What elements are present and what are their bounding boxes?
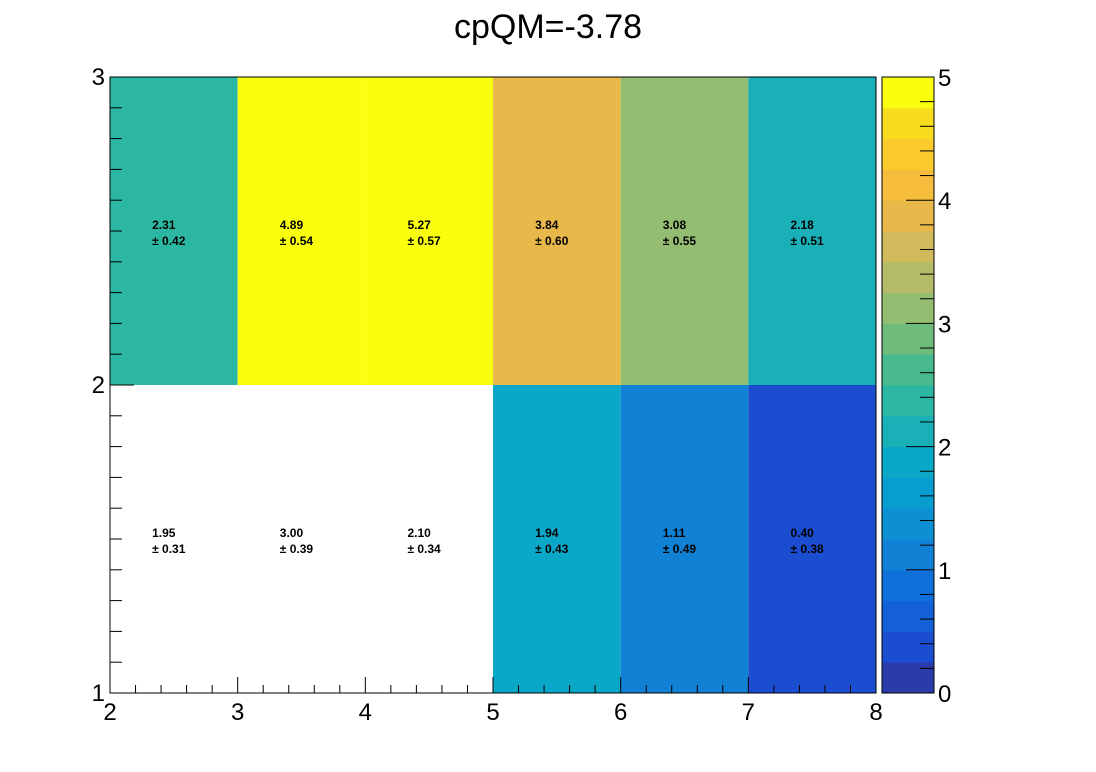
y-tick-label: 1	[92, 680, 105, 707]
y-tick-label: 2	[92, 372, 105, 399]
colorbar-band	[882, 77, 934, 109]
cell-error-label: ± 0.51	[790, 234, 824, 248]
y-axis: 1 2 3	[92, 64, 134, 707]
colorbar-band	[882, 354, 934, 386]
y-tick-label: 3	[92, 64, 105, 91]
cell-error-label: ± 0.34	[407, 542, 441, 556]
colorbar-band	[882, 169, 934, 201]
cell-value-label: 3.08	[663, 218, 687, 232]
cell-value-label: 1.95	[152, 526, 176, 540]
x-tick-label: 4	[359, 699, 372, 726]
x-tick-label: 7	[742, 699, 755, 726]
colorbar-band	[882, 446, 934, 478]
cell-value-label: 5.27	[407, 218, 431, 232]
colorbar-band	[882, 323, 934, 355]
cell-value-label: 1.11	[663, 526, 686, 540]
colorbar-band	[882, 385, 934, 417]
colorbar-band	[882, 477, 934, 509]
colorbar-band	[882, 539, 934, 571]
cell-value-label: 3.84	[535, 218, 559, 232]
colorbar-band	[882, 200, 934, 232]
colorbar-band	[882, 569, 934, 602]
colorbar-band	[882, 415, 934, 448]
cell-error-label: ± 0.43	[535, 542, 569, 556]
cell-labels: 1.95 ± 0.31 3.00 ± 0.39 2.10 ± 0.34 1.94 ± 0.43…	[152, 218, 824, 556]
cell-error-label: ± 0.39	[280, 542, 314, 556]
x-tick-label: 6	[614, 699, 627, 726]
x-tick-label: 8	[869, 699, 882, 726]
cell-value-label: 2.31	[152, 218, 176, 232]
cell-error-label: ± 0.55	[663, 234, 697, 248]
cell-value-label: 2.10	[407, 526, 431, 540]
heatmap-cell	[748, 385, 876, 693]
x-tick-label: 3	[231, 699, 244, 726]
heatmap-cell	[237, 77, 366, 385]
heatmap-cell	[110, 77, 238, 385]
colorbar-band	[882, 508, 934, 540]
heatmap-cell	[620, 77, 749, 385]
colorbar-band	[882, 107, 934, 140]
cell-error-label: ± 0.54	[280, 234, 314, 248]
colorbar-tick-label: 5	[938, 65, 951, 92]
cell-error-label: ± 0.31	[152, 542, 186, 556]
heatmap-cell	[365, 77, 493, 385]
heatmap-cell	[748, 77, 876, 385]
x-axis: 2 3 4 5 6 7 8	[103, 677, 883, 726]
heatmap-cell	[620, 385, 749, 693]
x-tick-label: 5	[486, 699, 499, 726]
cell-error-label: ± 0.60	[535, 234, 569, 248]
colorbar-tick-label: 1	[938, 558, 951, 585]
colorbar-band	[882, 600, 934, 632]
x-tick-label: 2	[103, 699, 116, 726]
colorbar-band	[882, 231, 934, 263]
heatmap-cell	[493, 385, 621, 693]
colorbar-band	[882, 292, 934, 324]
colorbar-tick-label: 3	[938, 311, 951, 338]
cell-error-label: ± 0.38	[790, 542, 824, 556]
cell-value-label: 2.18	[790, 218, 814, 232]
heatmap-cells	[110, 77, 876, 693]
colorbar-tick-label: 2	[938, 435, 951, 462]
color-scale: 0 1 2 3 4 5	[881, 65, 951, 708]
cell-error-label: ± 0.57	[407, 234, 441, 248]
chart-title: cpQM=-3.78	[454, 8, 642, 46]
cell-error-label: ± 0.49	[663, 542, 697, 556]
cell-value-label: 3.00	[280, 526, 304, 540]
cell-value-label: 0.40	[790, 526, 814, 540]
colorbar-band	[882, 138, 934, 170]
colorbar-band	[882, 631, 934, 663]
colorbar-tick-label: 4	[938, 188, 951, 215]
colorbar-band	[882, 662, 934, 694]
cell-value-label: 4.89	[280, 218, 304, 232]
heatmap-cell	[493, 77, 621, 385]
cell-value-label: 1.94	[535, 526, 559, 540]
colorbar-band	[882, 261, 934, 294]
cell-error-label: ± 0.42	[152, 234, 186, 248]
colorbar-tick-label: 0	[938, 681, 951, 708]
